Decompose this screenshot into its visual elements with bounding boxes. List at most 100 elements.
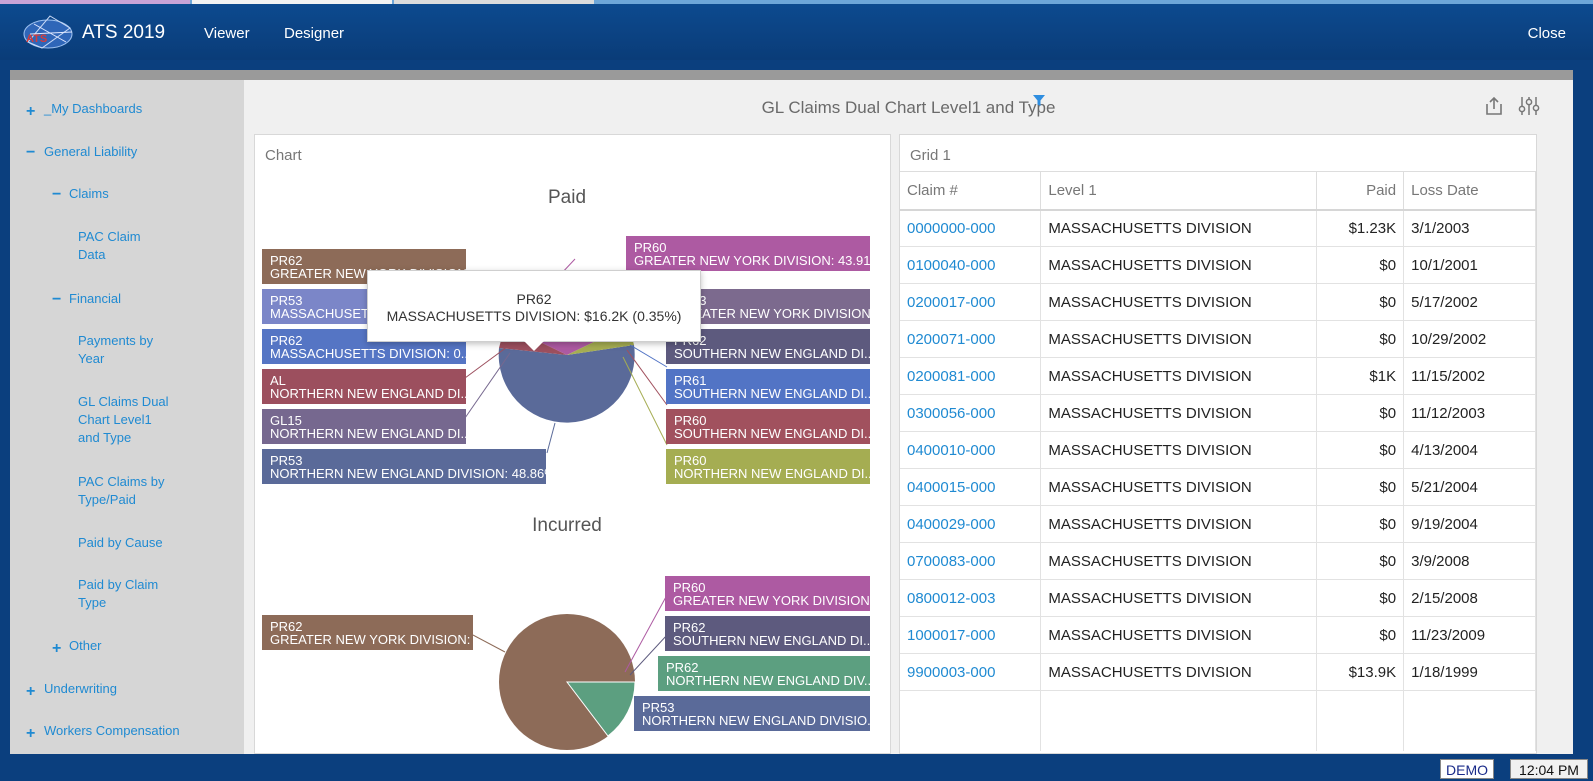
paid-cell: $1.23K (1316, 209, 1405, 247)
expand-plus-icon[interactable]: + (26, 725, 36, 742)
sidebar-item-workers-compensation[interactable]: Workers Compensation (44, 723, 180, 738)
settings-sliders-icon[interactable] (1518, 96, 1540, 116)
table-row[interactable]: 0300056-000 MASSACHUSETTS DIVISION $0 11/12… (900, 394, 1536, 432)
sidebar-item-other[interactable]: Other (69, 638, 102, 653)
browser-tab[interactable] (192, 0, 392, 4)
paid-label[interactable]: PR60 GREATER NEW YORK DIVISION: 43.91% (626, 236, 870, 271)
leader-line (629, 344, 668, 368)
app-title: ATS 2019 (82, 22, 166, 43)
level1-cell: MASSACHUSETTS DIVISION (1040, 209, 1318, 247)
close-button[interactable]: Close (1527, 25, 1566, 42)
sidebar-item-financial[interactable]: Financial (69, 291, 122, 306)
table-row[interactable]: 0100040-000 MASSACHUSETTS DIVISION $0 10/1/… (900, 246, 1536, 284)
chart-panel: Chart Paid Incurred (254, 134, 891, 754)
claim-number-link[interactable]: 9900003-000 (900, 653, 1042, 691)
paid-cell: $0 (1316, 320, 1405, 358)
incurred-label[interactable]: PR62 GREATER NEW YORK DIVISION: ... (262, 615, 473, 650)
column-header-paid[interactable]: Paid (1316, 171, 1405, 211)
empty-row (900, 690, 1536, 751)
paid-label[interactable]: PR53 NORTHERN NEW ENGLAND DIVISION: 48.86… (262, 449, 546, 484)
table-row[interactable]: 0400015-000 MASSACHUSETTS DIVISION $0 5/21/… (900, 468, 1536, 506)
table-row[interactable]: 0400029-000 MASSACHUSETTS DIVISION $0 9/19/… (900, 505, 1536, 543)
loss-date-cell: 11/12/2003 (1403, 394, 1536, 432)
claim-number-link[interactable]: 0200017-000 (900, 283, 1042, 321)
sidebar-item-gl-claims-dual-chart[interactable]: GL Claims Dual Chart Level1 and Type (78, 394, 169, 445)
incurred-label[interactable]: PR62 NORTHERN NEW ENGLAND DIV... (658, 656, 870, 691)
collapse-minus-icon[interactable]: − (52, 186, 62, 203)
table-row[interactable]: 0200017-000 MASSACHUSETTS DIVISION $0 5/17/… (900, 283, 1536, 321)
paid-label[interactable]: PR61 SOUTHERN NEW ENGLAND DI... (666, 369, 870, 404)
incurred-label[interactable]: PR53 NORTHERN NEW ENGLAND DIVISIO... (634, 696, 870, 731)
incurred-pie-title: Incurred (532, 515, 602, 536)
paid-label[interactable]: PR62 MASSACHUSETTS DIVISION: 0.... (262, 329, 466, 364)
expand-plus-icon[interactable]: + (26, 103, 36, 120)
sidebar-item-paid-by-claim-type[interactable]: Paid by Claim Type (78, 577, 159, 610)
table-row[interactable]: 9900003-000 MASSACHUSETTS DIVISION $13.9K 1… (900, 653, 1536, 691)
sidebar-item-underwriting[interactable]: Underwriting (44, 681, 117, 696)
paid-label[interactable]: GL15 NORTHERN NEW ENGLAND DI... (262, 409, 466, 444)
sidebar-item-paid-by-cause[interactable]: Paid by Cause (78, 535, 163, 550)
export-icon[interactable] (1484, 96, 1504, 116)
loss-date-cell: 1/18/1999 (1403, 653, 1536, 691)
leader-line (626, 349, 668, 406)
leader-line (629, 634, 668, 676)
ats-logo-icon: ATS (23, 15, 73, 49)
loss-date-cell: 3/1/2003 (1403, 209, 1536, 247)
claim-number-link[interactable]: 0800012-003 (900, 579, 1042, 617)
claim-number-link[interactable]: 0100040-000 (900, 246, 1042, 284)
loss-date-cell: 2/15/2008 (1403, 579, 1536, 617)
claim-number-link[interactable]: 0400029-000 (900, 505, 1042, 543)
table-row[interactable]: 0000000-000 MASSACHUSETTS DIVISION $1.23K 3… (900, 209, 1536, 247)
collapse-minus-icon[interactable]: − (52, 291, 62, 308)
sidebar-item-pac-claim-data[interactable]: PAC Claim Data (78, 229, 141, 262)
dashboard-title: GL Claims Dual Chart Level1 and Type (761, 98, 1056, 117)
table-row[interactable]: 0800012-003 MASSACHUSETTS DIVISION $0 2/15/… (900, 579, 1536, 617)
sidebar-item-claims[interactable]: Claims (69, 186, 109, 201)
claim-number-link[interactable]: 0700083-000 (900, 542, 1042, 580)
incurred-pie (472, 594, 668, 750)
claim-number-link[interactable]: 1000017-000 (900, 616, 1042, 654)
pie-slice-pr53-northern[interactable] (498, 345, 635, 423)
paid-cell: $13.9K (1316, 653, 1405, 691)
level1-cell: MASSACHUSETTS DIVISION (1040, 579, 1318, 617)
browser-tab[interactable] (0, 0, 190, 4)
paid-label[interactable]: PR60 SOUTHERN NEW ENGLAND DI... (666, 409, 870, 444)
paid-label[interactable]: AL NORTHERN NEW ENGLAND DI... (262, 369, 466, 404)
claim-number-link[interactable]: 0300056-000 (900, 394, 1042, 432)
claim-number-link[interactable]: 0400010-000 (900, 431, 1042, 469)
column-header-level1[interactable]: Level 1 (1040, 171, 1318, 211)
table-row[interactable]: 0400010-000 MASSACHUSETTS DIVISION $0 4/13/… (900, 431, 1536, 469)
sidebar-item-payments-by-year[interactable]: Payments by Year (78, 333, 154, 366)
nav-designer[interactable]: Designer (284, 25, 345, 42)
dashboard: GL Claims Dual Chart Level1 and Type Cha… (244, 80, 1573, 754)
nav-viewer[interactable]: Viewer (204, 25, 250, 42)
sidebar-item-pac-claims-by-type[interactable]: PAC Claims by Type/Paid (78, 474, 165, 507)
claim-number-link[interactable]: 0200081-000 (900, 357, 1042, 395)
demo-badge: DEMO (1440, 759, 1494, 779)
level1-cell: MASSACHUSETTS DIVISION (1040, 246, 1318, 284)
claim-number-link[interactable]: 0200071-000 (900, 320, 1042, 358)
browser-tab[interactable] (394, 0, 594, 4)
incurred-label[interactable]: PR62 SOUTHERN NEW ENGLAND DI... (665, 616, 870, 651)
table-row[interactable]: 0200071-000 MASSACHUSETTS DIVISION $0 10/29… (900, 320, 1536, 358)
column-header-claim[interactable]: Claim # (900, 171, 1042, 211)
table-row[interactable]: 1000017-000 MASSACHUSETTS DIVISION $0 11/23… (900, 616, 1536, 654)
table-row[interactable]: 0200081-000 MASSACHUSETTS DIVISION $1K 11/1… (900, 357, 1536, 395)
table-row[interactable]: 0700083-000 MASSACHUSETTS DIVISION $0 3/9/2… (900, 542, 1536, 580)
expand-plus-icon[interactable]: + (26, 683, 36, 700)
expand-plus-icon[interactable]: + (52, 640, 62, 657)
incurred-label[interactable]: PR60 GREATER NEW YORK DIVISION... (665, 576, 870, 611)
claim-number-link[interactable]: 0000000-000 (900, 209, 1042, 247)
paid-cell: $0 (1316, 394, 1405, 432)
collapse-minus-icon[interactable]: − (26, 144, 36, 161)
paid-cell: $0 (1316, 283, 1405, 321)
column-header-loss-date[interactable]: Loss Date (1403, 171, 1536, 211)
pie-slice-pr62-northern[interactable] (565, 681, 636, 737)
loss-date-cell: 9/19/2004 (1403, 505, 1536, 543)
claim-number-link[interactable]: 0400015-000 (900, 468, 1042, 506)
filter-icon[interactable] (1032, 94, 1046, 108)
sidebar-item-general-liability[interactable]: General Liability (44, 144, 138, 159)
paid-label[interactable]: PR60 NORTHERN NEW ENGLAND DI... (666, 449, 870, 484)
sidebar-item-my-dashboards[interactable]: _My Dashboards (44, 101, 143, 116)
